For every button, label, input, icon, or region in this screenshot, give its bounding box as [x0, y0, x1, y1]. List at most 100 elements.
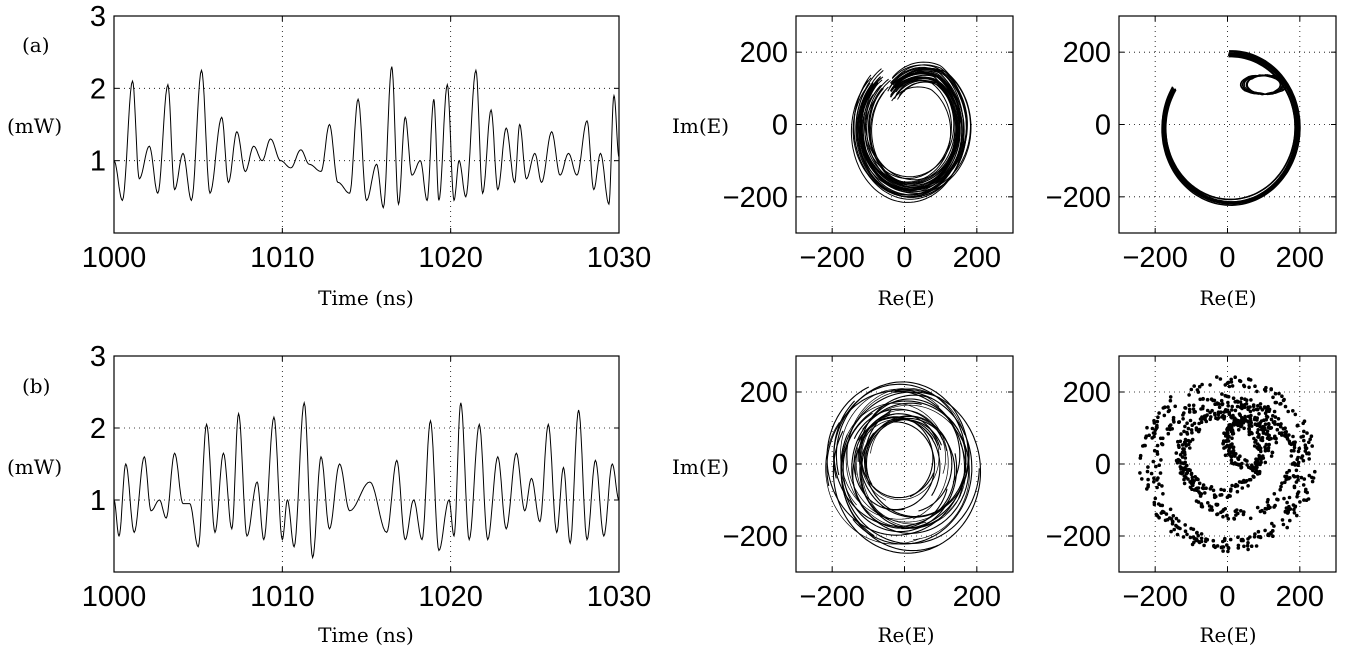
trajectory-point	[1219, 398, 1224, 403]
ylabel-phase-a1: Im(E)	[672, 114, 729, 138]
trajectory-point	[1138, 453, 1143, 458]
plot-background	[114, 16, 619, 233]
trajectory-point	[1291, 434, 1295, 439]
trajectory-point	[1232, 462, 1236, 466]
trajectory-point	[1285, 435, 1289, 440]
trajectory-point	[1282, 496, 1286, 501]
trajectory-point	[1295, 474, 1300, 479]
trajectory-point	[1159, 511, 1164, 515]
trajectory-point	[1183, 424, 1187, 429]
trajectory-point	[1246, 537, 1250, 541]
trajectory-point	[1254, 407, 1259, 412]
trajectory-point	[1222, 488, 1226, 493]
trajectory-point	[1195, 530, 1199, 535]
trajectory-point	[1211, 538, 1216, 543]
trajectory-point	[1192, 384, 1196, 388]
trajectory-point	[1153, 496, 1158, 501]
trajectory-point	[1199, 492, 1204, 496]
trajectory-point	[1280, 481, 1284, 486]
trajectory-point	[1180, 461, 1185, 465]
trajectory-point	[1177, 420, 1181, 425]
trajectory-point	[1209, 485, 1214, 489]
trajectory-point	[1249, 544, 1254, 548]
trajectory-point	[1199, 503, 1204, 507]
trajectory-point	[1235, 399, 1240, 404]
trajectory-point	[1213, 402, 1217, 407]
trajectory-point	[1217, 405, 1222, 410]
trajectory-curve	[840, 402, 949, 520]
trajectory-point	[1277, 391, 1281, 396]
trajectory-point	[1291, 440, 1296, 445]
trajectory-point	[1263, 422, 1268, 427]
trajectory-point	[1155, 423, 1159, 428]
trajectory-point	[1272, 409, 1277, 414]
trajectory-point	[1147, 433, 1151, 438]
trajectory-point	[1182, 411, 1186, 415]
trajectory-point	[1291, 409, 1295, 413]
x-tick-label: 0	[1219, 242, 1235, 274]
trajectory-point	[1258, 446, 1263, 451]
trajectory-point	[1231, 396, 1236, 401]
x-tick-label: 1000	[82, 581, 147, 613]
trajectory-point	[1174, 451, 1179, 455]
trajectory-point	[1265, 429, 1270, 433]
trajectory-point	[1276, 497, 1280, 502]
trajectory-point	[1205, 397, 1210, 402]
trajectory-point	[1291, 474, 1296, 478]
axes-frame	[795, 355, 1014, 573]
trajectory-point	[1182, 440, 1187, 445]
trajectory-point	[1279, 401, 1283, 406]
trajectory-curve	[853, 408, 943, 441]
trajectory-point	[1152, 476, 1156, 481]
trajectory-point	[1155, 485, 1159, 490]
trajectory-point	[1224, 439, 1229, 444]
trajectory-point	[1186, 477, 1190, 481]
trajectory-point	[1267, 422, 1271, 427]
trajectory-point	[1204, 419, 1209, 424]
trajectory-point	[1313, 469, 1317, 474]
trajectory-point	[1183, 529, 1188, 533]
trajectory-point	[1191, 535, 1196, 539]
trajectory-point	[1188, 439, 1193, 444]
ylabel-a: (mW)	[7, 114, 62, 138]
trajectory-point	[1158, 471, 1163, 475]
trajectory-curve	[859, 68, 968, 189]
x-tick-label: 1000	[82, 242, 147, 274]
trajectory-point	[1220, 392, 1224, 396]
trajectory-point	[1221, 508, 1226, 512]
trajectory-point	[1184, 467, 1189, 472]
trajectory-point	[1185, 421, 1189, 426]
panel-a-timeseries: (a) (mW) 1000 1010 1020 1030 1 2 3 Time (ns)	[7, 1, 651, 310]
trajectory-point	[1252, 436, 1256, 441]
trajectory-point	[1200, 406, 1205, 411]
trajectory-point	[1229, 377, 1233, 382]
trajectory-point	[1261, 456, 1265, 460]
trajectory-point	[1238, 379, 1243, 384]
trajectory-curve	[833, 383, 967, 479]
trajectory-point	[1230, 483, 1234, 488]
trajectory-curve	[867, 78, 961, 181]
trajectory-point	[1219, 487, 1223, 492]
trajectory-curve	[856, 77, 958, 191]
trajectory-point	[1199, 536, 1204, 541]
xlabel-phase-a2: Re(E)	[1199, 286, 1256, 310]
panel-b-phase-1: Im(E) −200 0 200 −200 0 200 Re(E)	[672, 355, 1014, 647]
ylabel-phase-b1: Im(E)	[672, 455, 729, 479]
trajectory-point	[1236, 418, 1240, 423]
trajectory-curve	[853, 416, 909, 511]
trajectory-point	[1280, 433, 1284, 437]
trajectory-point	[1208, 417, 1212, 422]
trajectory-point	[1175, 532, 1180, 537]
trajectory-point	[1254, 544, 1259, 548]
trajectory-point	[1305, 431, 1309, 435]
trajectory-point	[1218, 377, 1223, 381]
trajectory-point	[1193, 410, 1197, 414]
axes-frame	[113, 15, 620, 234]
trajectory-point	[1255, 505, 1260, 510]
trajectory-point	[1280, 518, 1285, 522]
trajectory-point	[1280, 394, 1284, 399]
trajectory-point	[1225, 394, 1229, 399]
ylabel-b: (mW)	[7, 455, 62, 479]
y-tick-label: 0	[772, 110, 788, 142]
trajectory-point	[1151, 459, 1156, 464]
